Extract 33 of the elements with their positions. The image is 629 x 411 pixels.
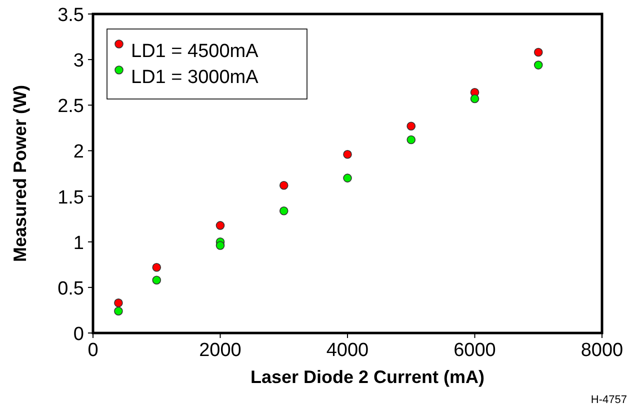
point <box>406 122 416 131</box>
y-tick-label: 0.5 <box>58 278 84 300</box>
point <box>343 150 352 159</box>
legend-label: LD1 = 4500mA <box>131 41 259 62</box>
x-tick-label: 4000 <box>326 340 369 361</box>
x-axis-title: Laser Diode 2 Current (mA) <box>250 367 485 387</box>
point <box>114 306 123 316</box>
y-tick-label: 1.5 <box>58 187 84 208</box>
x-tick-label: 2000 <box>199 340 242 361</box>
point <box>534 60 543 70</box>
y-tick-label: 1 <box>73 232 84 254</box>
point <box>470 94 480 104</box>
text: H-4757 <box>590 394 627 406</box>
y-tick-label: 2 <box>73 142 84 163</box>
y-tick-label: 3.5 <box>58 5 84 26</box>
point <box>152 262 162 272</box>
point <box>216 221 225 230</box>
x-tick-label: 6000 <box>454 340 496 361</box>
point <box>343 174 352 182</box>
y-tick-label: 2.5 <box>58 96 84 118</box>
point <box>114 298 123 308</box>
x-tick-label: 0 <box>88 340 98 361</box>
point <box>152 276 162 285</box>
point <box>279 180 288 190</box>
legend-label: LD1 = 3000mA <box>131 67 259 88</box>
y-tick-label: 3 <box>73 50 84 72</box>
point <box>534 48 543 57</box>
y-tick-label: 0 <box>73 324 84 345</box>
x-tick-label: 8000 <box>580 340 624 361</box>
point <box>216 241 225 250</box>
point <box>406 135 416 144</box>
y-axis-title: Measured Power (W) <box>10 84 30 262</box>
point <box>279 206 288 216</box>
